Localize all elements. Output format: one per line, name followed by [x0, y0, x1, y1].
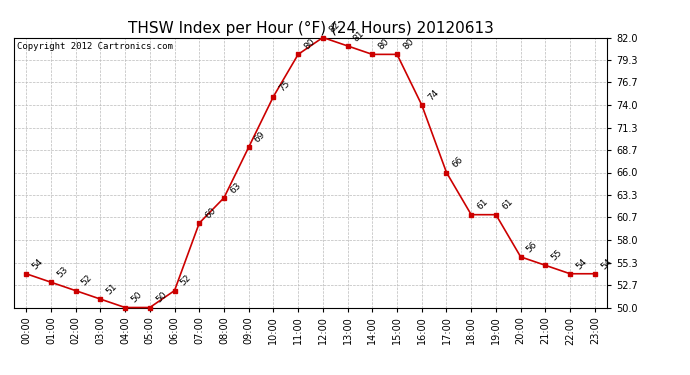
Text: 53: 53 — [55, 265, 70, 279]
Text: 51: 51 — [104, 282, 119, 296]
Text: 52: 52 — [179, 273, 193, 288]
Text: 80: 80 — [377, 37, 391, 52]
Text: 54: 54 — [574, 256, 589, 271]
Text: 66: 66 — [451, 155, 465, 170]
Text: 50: 50 — [154, 290, 168, 305]
Text: 56: 56 — [525, 240, 540, 254]
Text: 61: 61 — [475, 197, 490, 212]
Text: 80: 80 — [302, 37, 317, 52]
Text: Copyright 2012 Cartronics.com: Copyright 2012 Cartronics.com — [17, 42, 172, 51]
Text: 69: 69 — [253, 130, 267, 144]
Text: 54: 54 — [30, 256, 45, 271]
Text: 81: 81 — [352, 28, 366, 43]
Text: 82: 82 — [327, 20, 342, 35]
Text: 63: 63 — [228, 180, 243, 195]
Title: THSW Index per Hour (°F) (24 Hours) 20120613: THSW Index per Hour (°F) (24 Hours) 2012… — [128, 21, 493, 36]
Text: 80: 80 — [401, 37, 415, 52]
Text: 74: 74 — [426, 88, 440, 102]
Text: 55: 55 — [549, 248, 564, 262]
Text: 61: 61 — [500, 197, 515, 212]
Text: 60: 60 — [204, 206, 218, 220]
Text: 52: 52 — [80, 273, 95, 288]
Text: 54: 54 — [599, 256, 613, 271]
Text: 75: 75 — [277, 79, 292, 94]
Text: 50: 50 — [129, 290, 144, 305]
